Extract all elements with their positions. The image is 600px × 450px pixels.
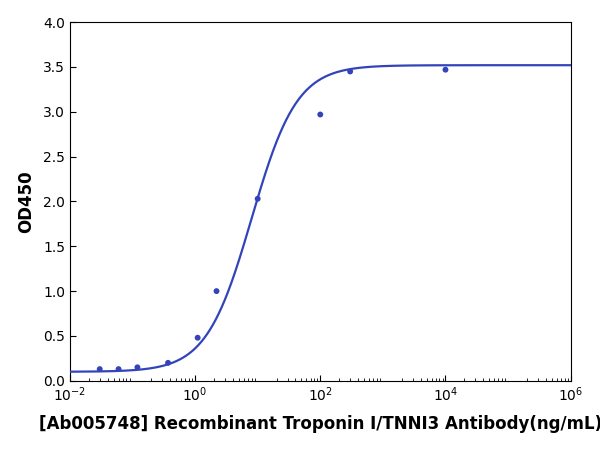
Point [440,66,450,73]
Point [316,111,325,118]
Point [114,365,124,373]
X-axis label: [Ab005748] Recombinant Troponin I/TNNI3 Antibody(ng/mL): [Ab005748] Recombinant Troponin I/TNNI3 … [39,415,600,433]
Point [163,359,173,366]
Point [95,365,104,373]
Point [212,288,221,295]
Point [193,334,202,342]
Point [133,364,142,371]
Y-axis label: OD450: OD450 [17,170,35,233]
Point [346,68,355,75]
Point [253,195,262,203]
